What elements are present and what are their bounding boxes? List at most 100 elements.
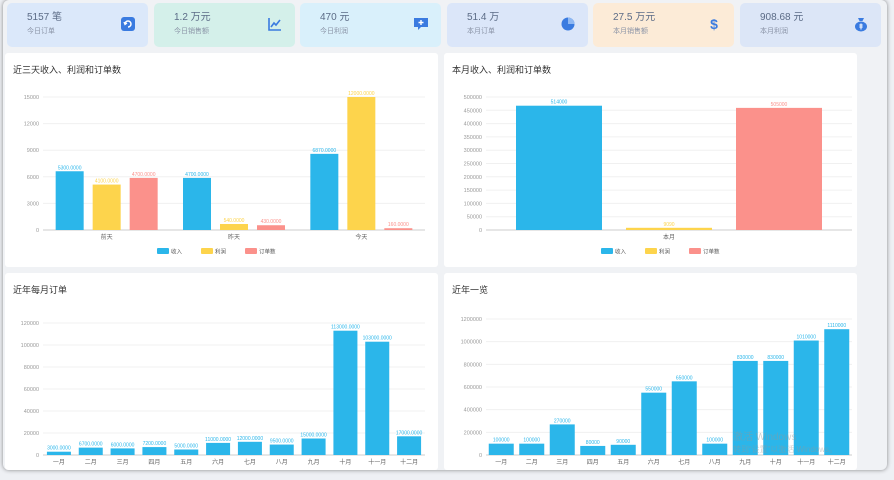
stat-value: 470 元	[320, 12, 350, 23]
bar	[55, 171, 84, 230]
svg-text:$: $	[710, 16, 718, 32]
y-tick-label: 40000	[24, 409, 39, 415]
stat-label: 本月利润	[760, 28, 788, 35]
y-tick-label: 60000	[24, 387, 39, 393]
bar	[257, 225, 285, 230]
stat-card-month-orders[interactable]: 51.4 万 本月订单	[447, 3, 588, 47]
y-tick-label: 80000	[24, 365, 39, 371]
y-tick-label: 120000	[21, 321, 39, 327]
x-tick-label: 一月	[53, 459, 65, 466]
chart-title: 近年每月订单	[13, 285, 68, 295]
bar	[110, 448, 135, 455]
bar	[183, 177, 211, 230]
stat-value: 51.4 万	[467, 12, 500, 23]
legend-label: 订单数	[259, 248, 276, 256]
y-tick-label: 1200000	[461, 317, 482, 323]
bar	[220, 224, 248, 230]
x-tick-label: 九月	[739, 458, 751, 466]
y-tick-label: 9000	[27, 148, 39, 154]
bar	[129, 177, 158, 230]
y-tick-label: 100000	[464, 201, 482, 207]
y-tick-label: 500000	[464, 95, 482, 101]
stat-card-today-profit[interactable]: 470 元 今日利润	[300, 3, 441, 47]
bar	[732, 360, 758, 455]
x-tick-label: 三月	[117, 459, 129, 466]
data-label: 505000	[771, 102, 788, 108]
x-tick-label: 四月	[587, 459, 599, 466]
y-tick-label: 6000	[27, 175, 39, 181]
bar	[142, 447, 167, 455]
bar	[174, 449, 199, 455]
legend-swatch	[601, 248, 613, 254]
data-label: 430.0000	[261, 219, 282, 225]
data-label: 4700.0000	[132, 172, 156, 178]
bar	[641, 392, 667, 455]
x-tick-label: 十一月	[797, 458, 815, 466]
bar	[824, 329, 850, 455]
y-tick-label: 200000	[464, 430, 482, 436]
x-tick-label: 八月	[276, 459, 288, 466]
x-tick-label: 本月	[663, 233, 675, 241]
stat-label: 本月订单	[467, 28, 495, 35]
y-tick-label: 0	[36, 228, 39, 234]
legend-label: 收入	[171, 248, 183, 256]
y-tick-label: 12000	[24, 122, 39, 128]
y-tick-label: 200000	[464, 175, 482, 181]
x-tick-label: 五月	[617, 459, 629, 466]
x-tick-label: 一月	[495, 459, 507, 466]
panel-three-days: 近三天收入、利润和订单数 0 3000 6000 9000 12000 15000 前天 53…	[5, 53, 438, 267]
x-tick-label: 六月	[648, 458, 660, 466]
stat-card-today-orders[interactable]: 5157 笔 今日订单	[7, 3, 148, 47]
bar	[549, 424, 575, 455]
y-tick-label: 300000	[464, 148, 482, 154]
x-tick-label: 昨天	[228, 233, 240, 241]
y-tick-label: 1000000	[461, 340, 482, 346]
data-label: 830000	[737, 355, 754, 361]
bar	[237, 441, 262, 455]
message-icon	[414, 18, 428, 30]
legend-swatch	[245, 248, 257, 254]
stat-label: 今日利润	[320, 28, 348, 35]
dashboard: 5157 笔 今日订单 1.2 万元 今日销售额 470 元 今日利润	[3, 0, 887, 470]
bar	[333, 330, 358, 455]
data-label: 90000	[616, 439, 630, 445]
bar	[516, 105, 602, 230]
bar	[793, 340, 819, 455]
y-tick-label: 250000	[464, 162, 482, 168]
stat-card-today-sales[interactable]: 1.2 万元 今日销售额	[154, 3, 295, 47]
x-tick-label: 十一月	[368, 458, 386, 466]
data-label: 550000	[645, 387, 662, 393]
data-label: 514000	[551, 100, 568, 106]
data-label: 650000	[676, 375, 693, 381]
panel-this-month: 本月收入、利润和订单数 0 50000 100000 150000 200000 2500…	[444, 53, 857, 267]
chart-title: 近年一览	[452, 285, 489, 295]
data-label: 4100.0000	[95, 179, 119, 185]
y-tick-label: 450000	[464, 108, 482, 114]
data-label: 100000	[706, 438, 723, 444]
data-label: 160.0000	[388, 222, 409, 228]
data-label: 100000	[493, 438, 510, 444]
bar	[610, 444, 636, 455]
data-label: 830000	[767, 355, 784, 361]
stat-card-month-sales[interactable]: 27.5 万元 本月销售额 $	[593, 3, 734, 47]
data-label: 1010000	[797, 335, 817, 341]
data-label: 7200.0000	[143, 441, 167, 447]
x-tick-label: 十二月	[400, 458, 418, 466]
y-tick-label: 50000	[467, 215, 482, 221]
stat-value: 5157 笔	[27, 12, 63, 23]
legend-swatch	[645, 248, 657, 254]
y-tick-label: 150000	[464, 188, 482, 194]
y-tick-label: 400000	[464, 122, 482, 128]
y-tick-label: 100000	[21, 343, 39, 349]
stat-card-month-profit[interactable]: 908.68 元 本月利润	[740, 3, 881, 47]
x-tick-label: 十月	[339, 458, 351, 466]
x-tick-label: 六月	[212, 458, 224, 466]
panel-yearly-overview: 近年一览 0 200000 400000 600000 800000 1000000 120…	[444, 273, 857, 470]
data-label: 5000.0000	[174, 444, 198, 450]
x-tick-label: 七月	[244, 458, 256, 466]
bar	[519, 443, 545, 455]
bar	[580, 445, 606, 455]
dollar-icon: $	[710, 16, 718, 32]
x-tick-label: 二月	[85, 459, 97, 466]
y-tick-label: 3000	[27, 201, 39, 207]
